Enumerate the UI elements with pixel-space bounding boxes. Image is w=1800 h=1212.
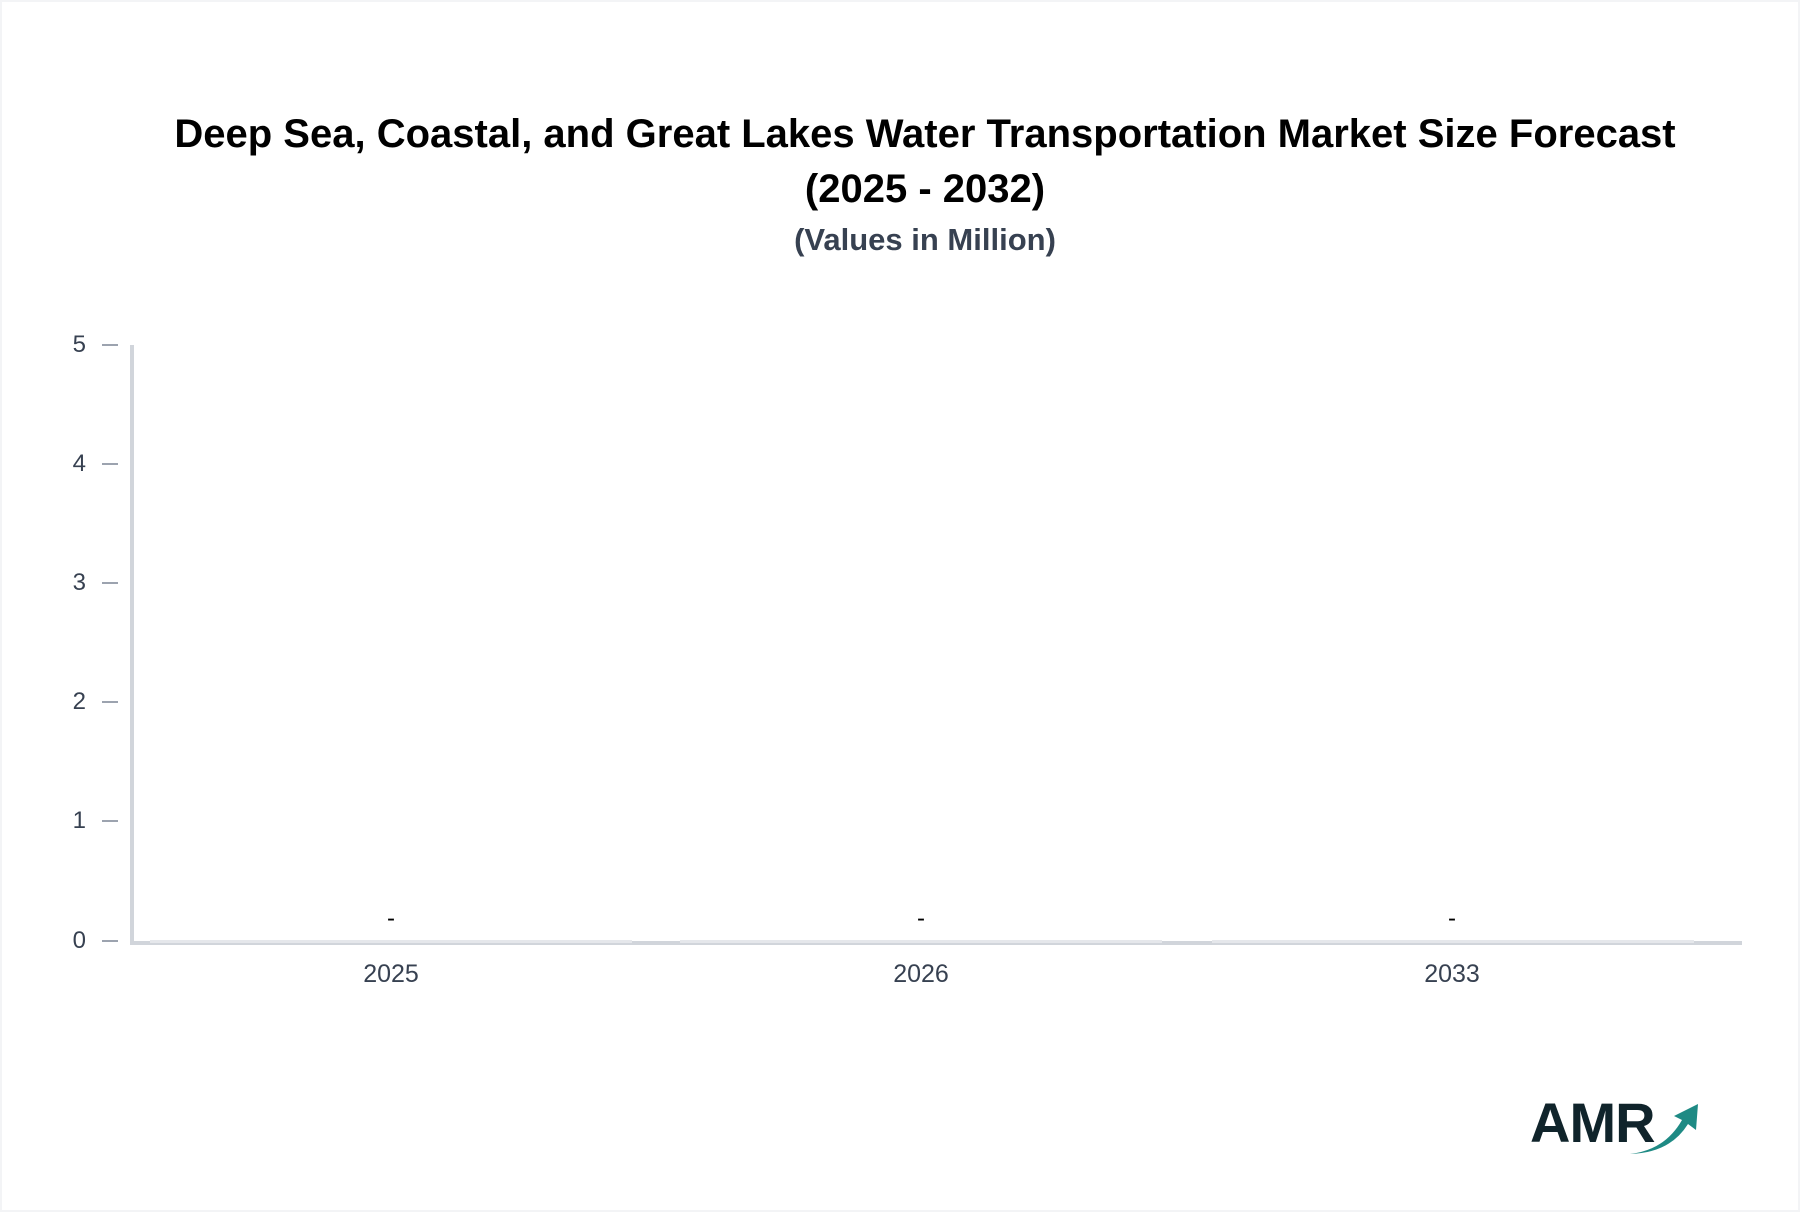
chart-subtitle: (Values in Million) [794, 222, 1056, 257]
x-axis-line [130, 941, 1742, 945]
chart-title-line1: Deep Sea, Coastal, and Great Lakes Water… [174, 112, 1676, 156]
chart-title: Deep Sea, Coastal, and Great Lakes Water… [0, 107, 1800, 217]
trend-arrow-icon [1630, 1104, 1698, 1154]
bar-2033[interactable] [1212, 940, 1694, 943]
x-tick-label: 2025 [363, 960, 419, 988]
bar-2026[interactable] [680, 940, 1162, 943]
x-tick-label: 2026 [893, 960, 949, 988]
amr-logo: AMR [1530, 1090, 1700, 1155]
x-tick-label: 2033 [1424, 960, 1480, 988]
bar-value-label: - [387, 905, 395, 932]
y-tick: 1 [60, 807, 120, 835]
y-tick: 3 [60, 569, 120, 597]
y-axis-line [130, 345, 134, 945]
y-tick: 2 [60, 688, 120, 716]
logo-text: AMR [1530, 1091, 1656, 1154]
chart-title-line2: (2025 - 2032) [804, 167, 1046, 211]
bar-value-label: - [1448, 905, 1456, 932]
y-tick: 5 [60, 331, 120, 359]
bar-value-label: - [917, 905, 925, 932]
bar-2025[interactable] [150, 940, 632, 943]
y-tick: 4 [60, 450, 120, 478]
y-tick: 0 [60, 927, 120, 955]
